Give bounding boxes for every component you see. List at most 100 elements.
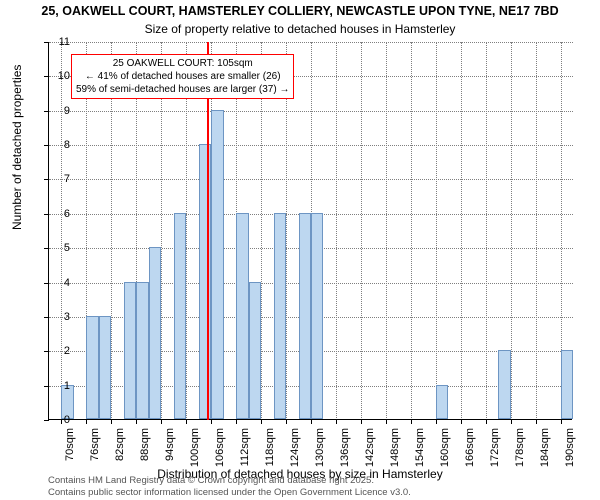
histogram-bar	[311, 213, 323, 419]
ytick-mark	[44, 317, 49, 318]
gridline-v	[486, 42, 487, 420]
ytick-label: 4	[64, 277, 70, 289]
histogram-bar	[149, 247, 161, 419]
xtick-mark	[311, 419, 312, 424]
callout-line2: ← 41% of detached houses are smaller (26…	[76, 70, 289, 83]
histogram-bar	[274, 213, 286, 419]
ytick-mark	[44, 283, 49, 284]
ytick-label: 8	[64, 139, 70, 151]
gridline-v	[461, 42, 462, 420]
ytick-mark	[44, 420, 49, 421]
histogram-bar	[498, 350, 510, 419]
attribution-line1: Contains HM Land Registry data © Crown c…	[48, 475, 411, 486]
xtick-label: 82sqm	[114, 428, 126, 461]
callout-line3: 59% of semi-detached houses are larger (…	[76, 83, 289, 96]
xtick-label: 160sqm	[439, 428, 451, 467]
xtick-mark	[236, 419, 237, 424]
histogram-bar	[99, 316, 111, 419]
attribution-line2: Contains public sector information licen…	[48, 487, 411, 498]
gridline-v	[411, 42, 412, 420]
ytick-mark	[44, 351, 49, 352]
ytick-mark	[44, 76, 49, 77]
ytick-label: 9	[64, 105, 70, 117]
ytick-label: 11	[59, 36, 70, 48]
xtick-mark	[436, 419, 437, 424]
xtick-label: 166sqm	[464, 428, 476, 467]
gridline-v	[436, 42, 437, 420]
xtick-label: 178sqm	[514, 428, 526, 467]
ytick-label: 7	[64, 173, 70, 185]
xtick-mark	[486, 419, 487, 424]
xtick-mark	[111, 419, 112, 424]
ytick-label: 2	[64, 345, 70, 357]
ytick-mark	[44, 111, 49, 112]
xtick-label: 172sqm	[489, 428, 501, 467]
ytick-label: 0	[64, 414, 70, 426]
xtick-mark	[561, 419, 562, 424]
chart-plot-area: 25 OAKWELL COURT: 105sqm← 41% of detache…	[48, 42, 572, 420]
xtick-label: 148sqm	[389, 428, 401, 467]
xtick-label: 130sqm	[314, 428, 326, 467]
xtick-label: 94sqm	[164, 428, 176, 461]
histogram-bar	[561, 350, 573, 419]
xtick-label: 124sqm	[289, 428, 301, 467]
callout-line1: 25 OAKWELL COURT: 105sqm	[76, 57, 289, 70]
ytick-mark	[44, 214, 49, 215]
y-axis-label: Number of detached properties	[10, 65, 24, 230]
ytick-mark	[44, 179, 49, 180]
xtick-mark	[136, 419, 137, 424]
ytick-label: 1	[64, 380, 70, 392]
ytick-mark	[44, 42, 49, 43]
histogram-bar	[86, 316, 98, 419]
histogram-bar	[436, 385, 448, 419]
gridline-v	[511, 42, 512, 420]
chart-title-main: 25, OAKWELL COURT, HAMSTERLEY COLLIERY, …	[0, 4, 600, 18]
xtick-mark	[511, 419, 512, 424]
chart-title-sub: Size of property relative to detached ho…	[0, 22, 600, 36]
xtick-mark	[211, 419, 212, 424]
histogram-bar	[236, 213, 248, 419]
xtick-mark	[286, 419, 287, 424]
ytick-label: 3	[64, 311, 70, 323]
gridline-v	[61, 42, 62, 420]
xtick-mark	[386, 419, 387, 424]
xtick-mark	[161, 419, 162, 424]
chart-attribution: Contains HM Land Registry data © Crown c…	[48, 475, 411, 498]
ytick-label: 5	[64, 242, 70, 254]
gridline-v	[386, 42, 387, 420]
ytick-mark	[44, 248, 49, 249]
xtick-label: 76sqm	[89, 428, 101, 461]
gridline-v	[536, 42, 537, 420]
xtick-label: 112sqm	[239, 428, 251, 466]
histogram-bar	[199, 144, 211, 419]
xtick-label: 70sqm	[64, 428, 76, 461]
xtick-label: 154sqm	[414, 428, 426, 467]
xtick-label: 136sqm	[339, 428, 351, 467]
histogram-bar	[299, 213, 311, 419]
histogram-bar	[124, 282, 136, 419]
xtick-label: 118sqm	[264, 428, 276, 466]
ytick-mark	[44, 145, 49, 146]
xtick-mark	[186, 419, 187, 424]
xtick-mark	[361, 419, 362, 424]
xtick-label: 184sqm	[539, 428, 551, 467]
xtick-mark	[411, 419, 412, 424]
xtick-mark	[61, 419, 62, 424]
xtick-label: 88sqm	[139, 428, 151, 461]
xtick-mark	[461, 419, 462, 424]
xtick-mark	[336, 419, 337, 424]
xtick-mark	[261, 419, 262, 424]
xtick-label: 106sqm	[214, 428, 226, 467]
plot-canvas: 25 OAKWELL COURT: 105sqm← 41% of detache…	[48, 42, 572, 420]
ytick-mark	[44, 386, 49, 387]
gridline-v	[361, 42, 362, 420]
histogram-bar	[249, 282, 261, 419]
xtick-label: 100sqm	[189, 428, 201, 467]
callout-annotation: 25 OAKWELL COURT: 105sqm← 41% of detache…	[71, 54, 294, 99]
ytick-label: 6	[64, 208, 70, 220]
histogram-bar	[136, 282, 148, 419]
xtick-mark	[86, 419, 87, 424]
xtick-mark	[536, 419, 537, 424]
histogram-bar	[211, 110, 223, 419]
gridline-v	[336, 42, 337, 420]
